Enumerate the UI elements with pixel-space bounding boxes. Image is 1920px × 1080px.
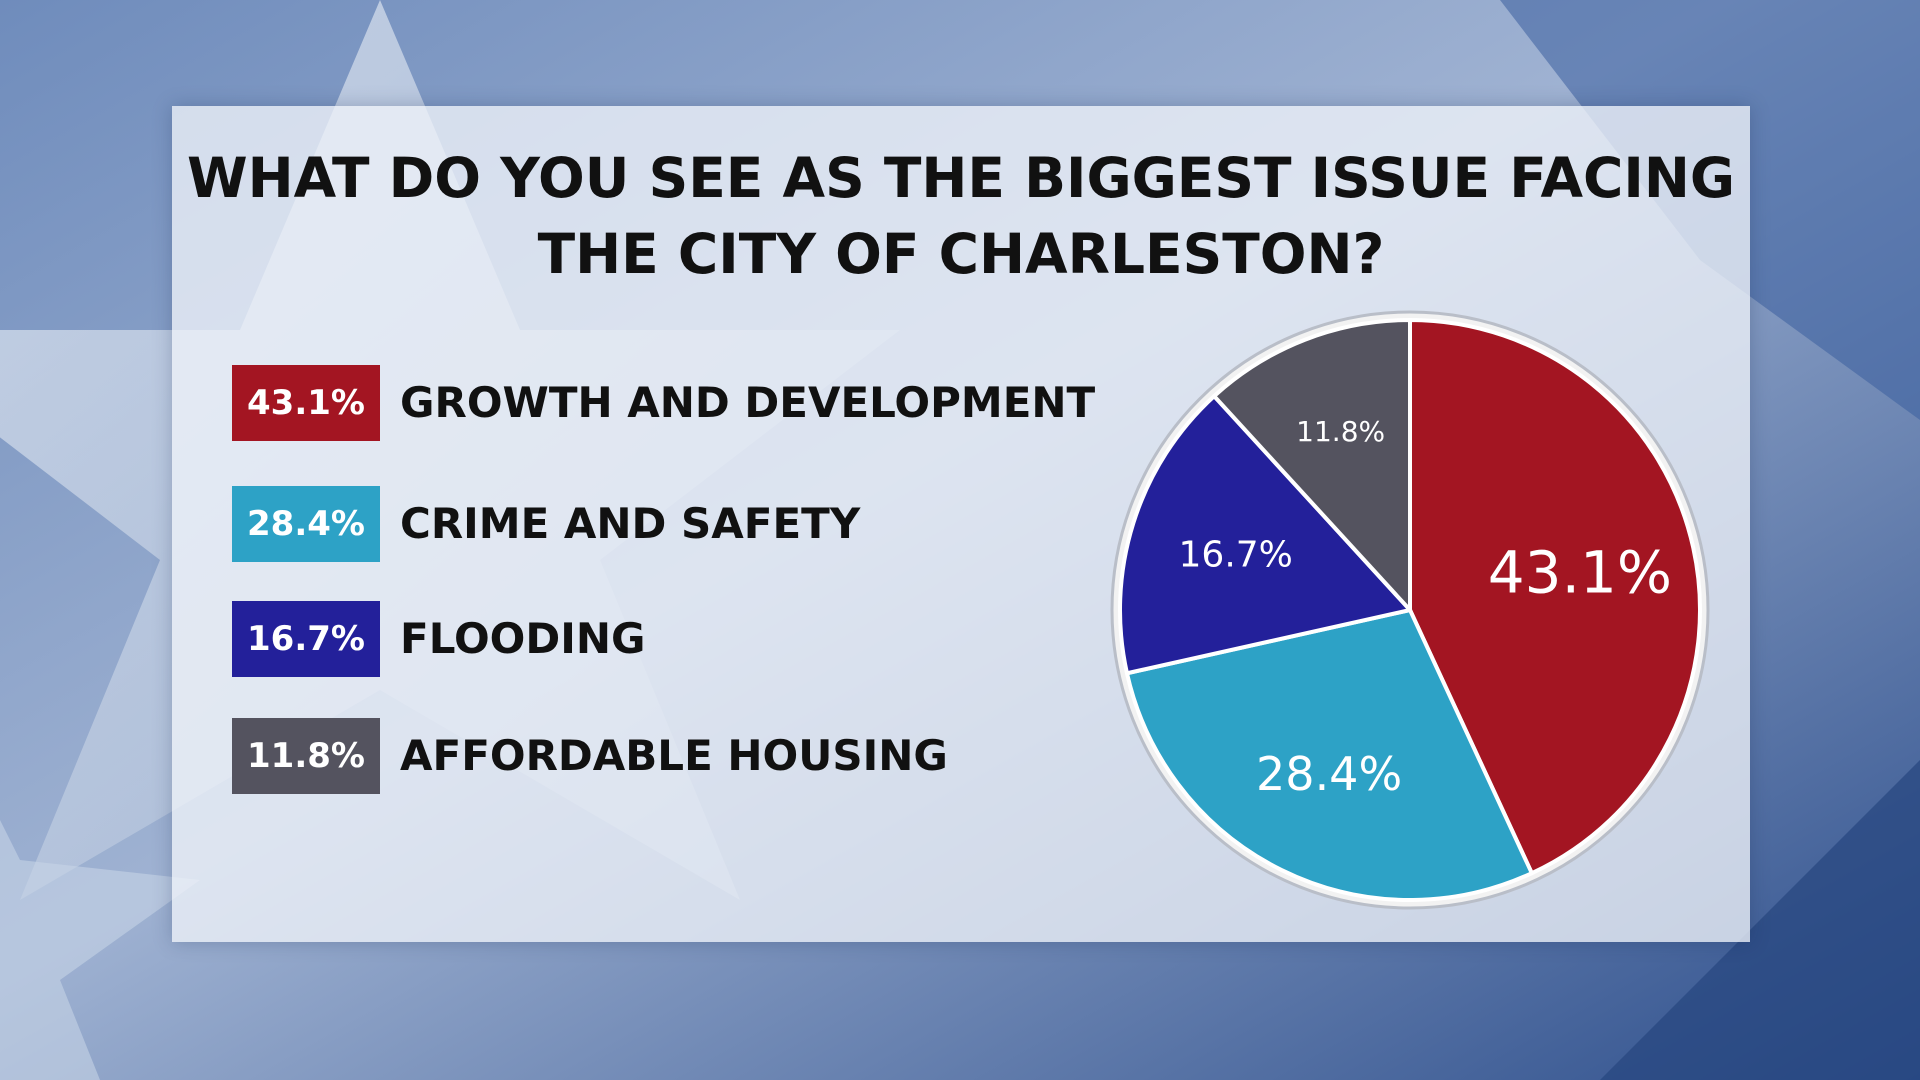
chart-title-line-1: WHAT DO YOU SEE AS THE BIGGEST ISSUE FAC…	[186, 146, 1736, 210]
legend-percent-badge: 11.8%	[232, 718, 380, 794]
pie-chart: 43.1% 28.4% 16.7% 11.8%	[1110, 310, 1710, 910]
chart-title-line-2: THE CITY OF CHARLESTON?	[537, 222, 1385, 286]
legend-percent-badge: 28.4%	[232, 486, 380, 562]
legend-percent-badge: 16.7%	[232, 601, 380, 677]
pie-slice-growth-and-development	[1408, 318, 1702, 876]
pie-data-label: 16.7%	[1179, 535, 1293, 576]
pie-data-label: 28.4%	[1256, 747, 1402, 801]
legend-percent-badge: 43.1%	[232, 365, 380, 441]
legend-label: CRIME AND SAFETY	[400, 499, 861, 548]
chart-title: WHAT DO YOU SEE AS THE BIGGEST ISSUE FAC…	[172, 140, 1750, 292]
pie-slice-affordable-housing	[1212, 318, 1412, 612]
decorative-star-shape	[0, 820, 200, 1080]
legend-label: AFFORDABLE HOUSING	[400, 731, 948, 780]
legend-label: GROWTH AND DEVELOPMENT	[400, 378, 1096, 427]
pie-data-label: 43.1%	[1488, 539, 1672, 607]
pie-slice-flooding	[1118, 394, 1412, 676]
legend-label: FLOODING	[400, 614, 646, 663]
pie-slice-crime-and-safety	[1124, 608, 1534, 902]
pie-data-label: 11.8%	[1296, 415, 1385, 448]
